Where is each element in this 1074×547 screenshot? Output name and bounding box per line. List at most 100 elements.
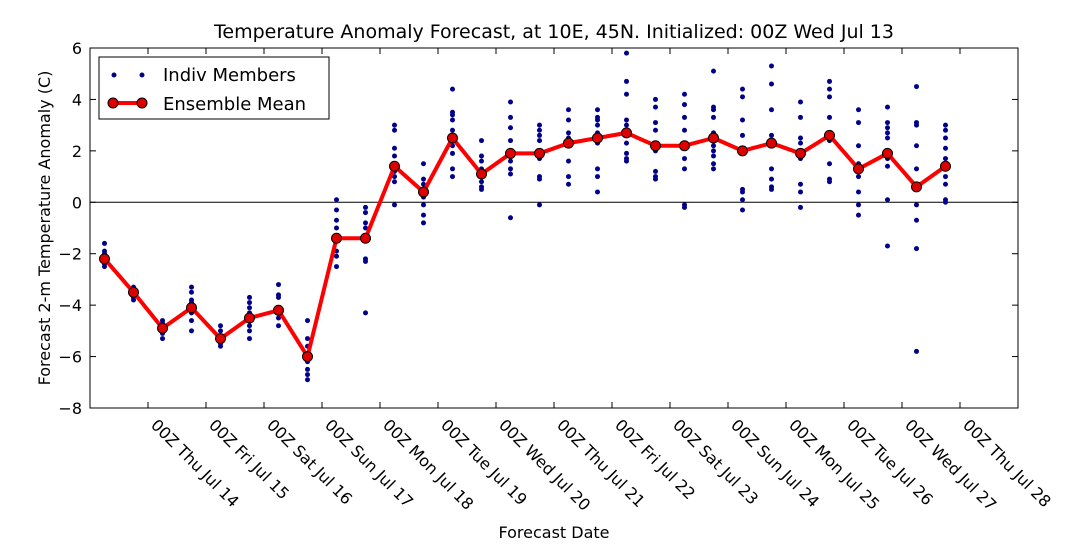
member-point — [682, 127, 687, 133]
member-point — [392, 127, 397, 133]
legend-mean-marker — [136, 97, 148, 109]
member-point — [450, 117, 455, 123]
member-point — [508, 166, 513, 172]
member-point — [595, 174, 600, 180]
member-point — [682, 156, 687, 162]
member-point — [769, 176, 774, 182]
member-point — [856, 202, 861, 208]
member-point — [624, 140, 629, 146]
member-point — [740, 189, 745, 195]
member-point — [914, 217, 919, 223]
member-point — [450, 150, 455, 156]
mean-point — [650, 140, 661, 152]
member-point — [276, 315, 281, 321]
member-point — [798, 99, 803, 105]
member-point — [537, 122, 542, 128]
member-point — [595, 117, 600, 123]
member-point — [247, 323, 252, 329]
member-point — [537, 127, 542, 133]
member-point — [566, 158, 571, 164]
member-point — [392, 202, 397, 208]
member-point — [305, 377, 310, 383]
member-point — [624, 158, 629, 164]
member-point — [189, 289, 194, 295]
member-point — [711, 166, 716, 172]
member-point — [537, 202, 542, 208]
member-point — [740, 117, 745, 123]
mean-point — [99, 253, 110, 265]
mean-point — [273, 304, 284, 316]
member-point — [943, 181, 948, 187]
member-point — [218, 328, 223, 334]
member-point — [508, 114, 513, 120]
member-point — [450, 127, 455, 133]
member-point — [450, 112, 455, 118]
member-point — [392, 153, 397, 159]
member-point — [856, 174, 861, 180]
member-point — [711, 143, 716, 149]
member-point — [943, 122, 948, 128]
member-point — [392, 122, 397, 128]
member-point — [305, 366, 310, 372]
member-point — [334, 225, 339, 231]
mean-point — [621, 127, 632, 139]
member-point — [189, 284, 194, 290]
member-point — [363, 204, 368, 210]
member-point — [798, 135, 803, 141]
mean-point — [389, 160, 400, 172]
member-point — [943, 199, 948, 205]
member-point — [914, 202, 919, 208]
member-point — [421, 202, 426, 208]
member-point — [537, 176, 542, 182]
member-point — [363, 310, 368, 316]
member-point — [508, 171, 513, 177]
legend-member-marker — [139, 72, 145, 78]
member-point — [885, 125, 890, 131]
member-point — [595, 166, 600, 172]
mean-point — [360, 232, 371, 244]
member-point — [595, 107, 600, 113]
plot-frame — [89, 47, 1019, 409]
member-point — [769, 166, 774, 172]
mean-point — [534, 147, 545, 159]
y-tick-label: 2 — [72, 142, 82, 161]
member-point — [624, 91, 629, 97]
member-point — [885, 243, 890, 249]
member-point — [508, 158, 513, 164]
mean-point — [911, 181, 922, 193]
member-point — [798, 189, 803, 195]
x-axis-label: Forecast Date — [498, 523, 609, 542]
member-point — [479, 179, 484, 185]
member-point — [827, 94, 832, 100]
mean-point — [331, 232, 342, 244]
legend-label-members: Indiv Members — [163, 65, 296, 86]
member-point — [827, 86, 832, 92]
member-point — [450, 166, 455, 172]
member-point — [363, 225, 368, 231]
member-point — [914, 348, 919, 354]
member-point — [276, 282, 281, 288]
member-point — [798, 140, 803, 146]
member-point — [508, 125, 513, 131]
member-point — [943, 127, 948, 133]
y-tick-label: −4 — [58, 296, 82, 315]
member-point — [247, 336, 252, 342]
member-point — [102, 264, 107, 270]
member-point — [740, 197, 745, 203]
mean-point — [853, 163, 864, 175]
member-point — [856, 120, 861, 126]
member-point — [479, 138, 484, 144]
mean-point — [563, 137, 574, 149]
member-point — [711, 68, 716, 74]
member-point — [943, 174, 948, 180]
member-point — [508, 138, 513, 144]
member-point — [682, 114, 687, 120]
member-point — [392, 145, 397, 151]
mean-point — [244, 312, 255, 324]
member-point — [566, 181, 571, 187]
member-point — [247, 328, 252, 334]
member-point — [943, 145, 948, 151]
member-point — [653, 168, 658, 174]
mean-point — [302, 351, 313, 363]
